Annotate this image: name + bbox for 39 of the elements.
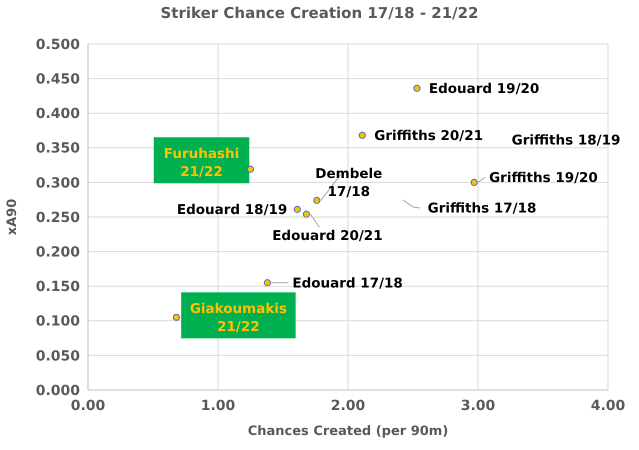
point — [313, 196, 320, 204]
point — [172, 314, 180, 321]
x-tick-label: 2.00 — [330, 398, 366, 414]
x-tick-label: 1.00 — [200, 398, 236, 414]
y-tick-label: 0.300 — [36, 175, 80, 192]
series-label: Furuhashi 21/22 — [164, 146, 240, 180]
annotation: Griffiths 17/18 — [428, 200, 536, 217]
point — [294, 206, 301, 213]
annotation: Griffiths 18/19 — [512, 132, 620, 149]
x-axis-title: Chances Created (per 90m) — [248, 424, 448, 439]
y-tick-label: 0.500 — [36, 36, 80, 53]
point — [358, 132, 366, 139]
y-tick-label: 0.400 — [36, 106, 80, 122]
point — [470, 178, 478, 186]
x-tick-label: 0.00 — [70, 398, 106, 414]
x-tick-label: 4.00 — [590, 398, 626, 414]
y-tick-label: 0.350 — [36, 140, 80, 157]
series-label: Giakoumakis 21/22 — [190, 301, 287, 336]
y-tick-label: 0.000 — [36, 382, 80, 399]
series-label: Griffiths 20/21 — [374, 128, 484, 144]
point — [246, 166, 254, 173]
series-label: Edouard 19/20 — [428, 81, 540, 98]
series-label: Edouard 17/18 — [292, 275, 403, 292]
point — [413, 84, 420, 92]
y-tick-label: 0.100 — [36, 314, 80, 330]
x-tick-label: 3.00 — [460, 398, 496, 414]
series-label: Edouard 18/19 — [176, 202, 288, 218]
chart-title: Striker Chance Creation 17/18 - 21/22 — [160, 4, 478, 22]
y-tick-label: 0.250 — [36, 210, 80, 226]
y-tick-label: 0.200 — [36, 244, 80, 260]
text: Edouard 20/21 — [272, 228, 383, 244]
series-label: Dembele 17/18 — [315, 166, 382, 200]
y-axis-title: xA90 — [5, 198, 20, 236]
series-label: Griffiths 19/20 — [489, 170, 598, 186]
y-tick-label: 0.450 — [36, 72, 80, 88]
point — [302, 210, 310, 218]
y-tick-label: 0.150 — [36, 279, 80, 296]
point — [264, 279, 271, 286]
y-tick-label: 0.050 — [36, 348, 80, 364]
